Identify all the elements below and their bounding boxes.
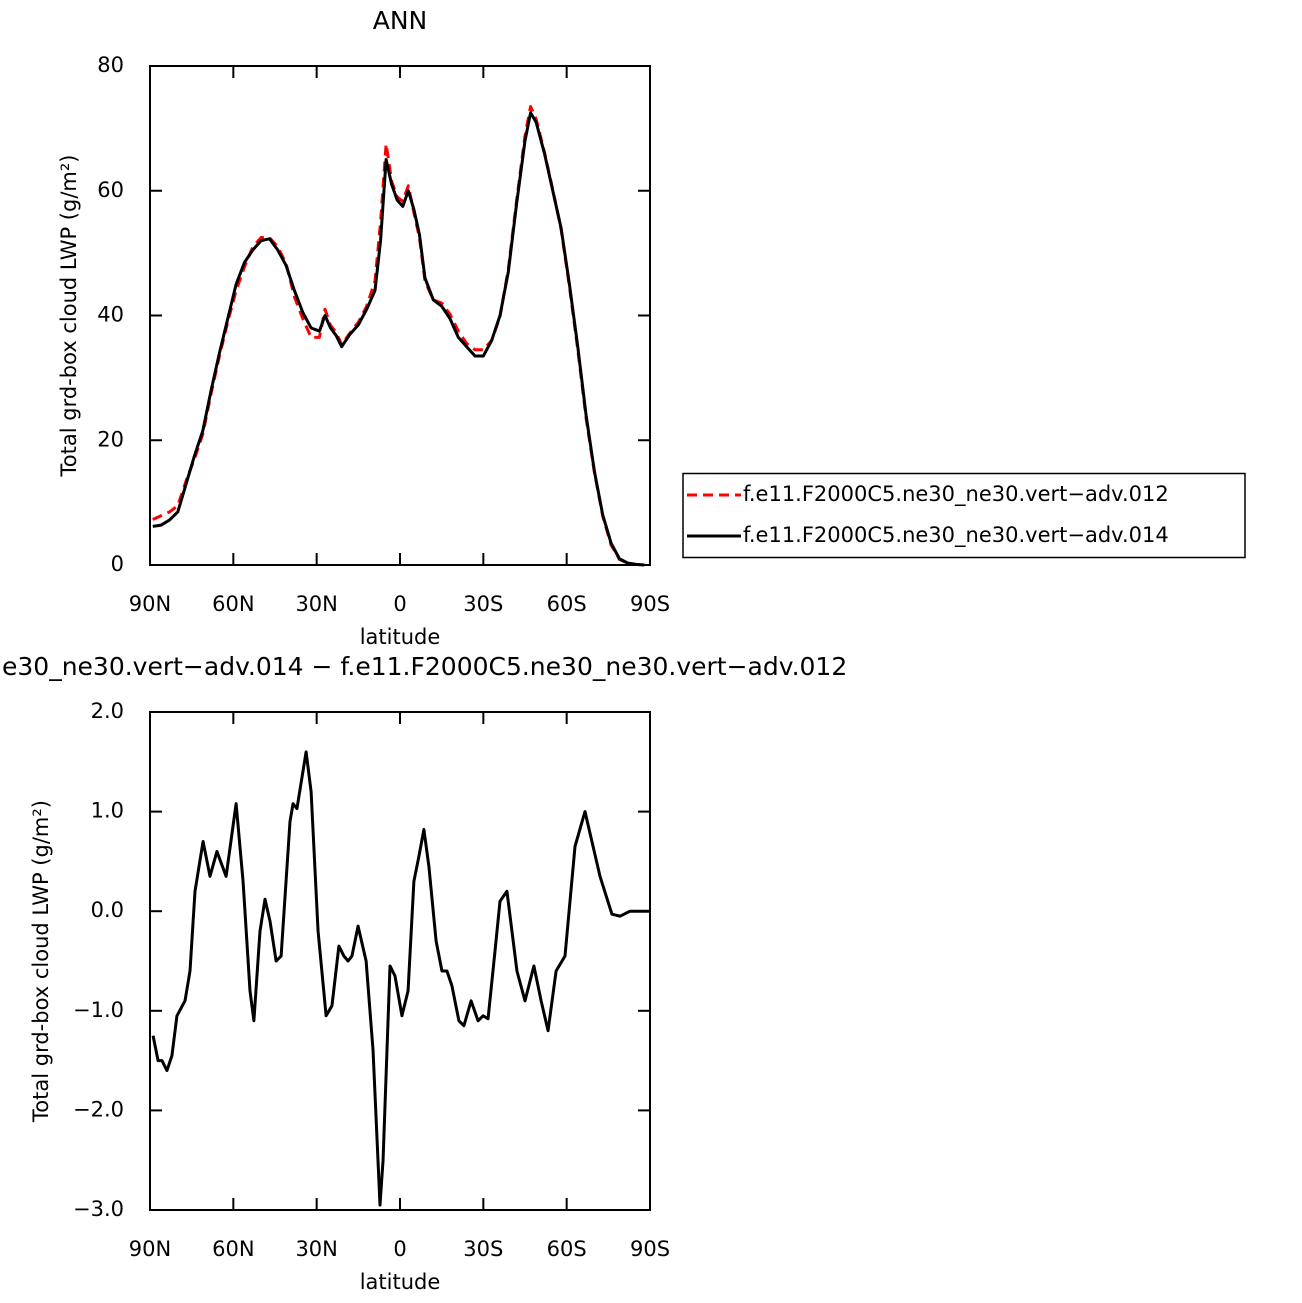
x-axis-label: latitude [360,1270,441,1294]
chart-title: ANN [373,6,428,35]
x-tick-label: 0 [393,592,406,616]
y-tick-label: −2.0 [73,1097,124,1121]
legend-label: f.e11.F2000C5.ne30_ne30.vert−adv.012 [743,482,1169,507]
y-tick-label: −3.0 [73,1197,124,1221]
legend-label: f.e11.F2000C5.ne30_ne30.vert−adv.014 [743,523,1169,548]
x-tick-label: 30S [463,592,503,616]
data-line [152,105,645,567]
y-tick-label: 60 [97,178,124,202]
y-tick-label: −1.0 [73,998,124,1022]
y-tick-label: 0.0 [91,898,124,922]
x-tick-label: 30S [463,1237,503,1261]
legend-box [682,472,1246,559]
x-tick-label: 60S [547,1237,587,1261]
y-axis-label: Total grd-box cloud LWP (g/m²) [57,155,81,478]
x-tick-label: 90S [630,592,670,616]
plot-frame [149,65,651,566]
data-line [152,111,645,567]
x-tick-label: 90N [129,592,171,616]
x-tick-label: 60N [212,592,254,616]
y-tick-label: 40 [97,303,124,327]
x-tick-label: 60S [547,592,587,616]
plot-frame [149,711,651,1211]
y-tick-label: 0 [111,552,124,576]
x-tick-label: 60N [212,1237,254,1261]
x-tick-label: 90S [630,1237,670,1261]
data-line [151,750,650,1207]
y-tick-label: 1.0 [91,799,124,823]
y-tick-label: 20 [97,427,124,451]
y-tick-label: 2.0 [91,699,124,723]
y-tick-label: 80 [97,53,124,77]
x-tick-label: 90N [129,1237,171,1261]
y-axis-label: Total grd-box cloud LWP (g/m²) [29,800,53,1123]
x-tick-label: 30N [295,592,337,616]
chart-title: e30_ne30.vert−adv.014 − f.e11.F2000C5.ne… [2,652,847,681]
x-tick-label: 0 [393,1237,406,1261]
x-tick-label: 30N [295,1237,337,1261]
x-axis-label: latitude [360,625,441,649]
